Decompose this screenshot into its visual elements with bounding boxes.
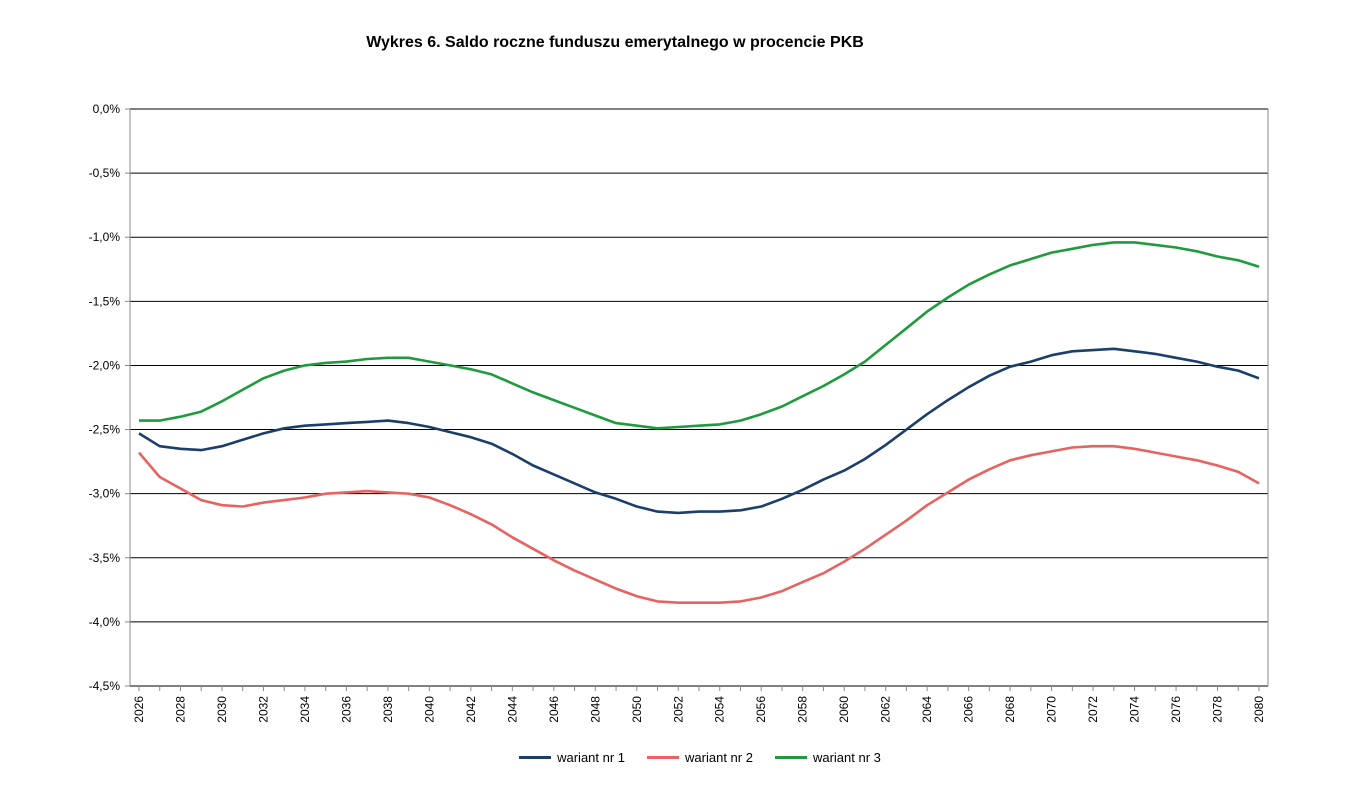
x-tick-label: 2048 [588, 696, 602, 723]
x-tick-label: 2066 [962, 696, 976, 723]
x-tick-label: 2054 [713, 696, 727, 723]
legend: wariant nr 1 wariant nr 2 wariant nr 3 [0, 750, 1354, 765]
x-tick-label: 2052 [671, 696, 685, 723]
legend-swatch [774, 756, 807, 759]
x-tick-label: 2046 [547, 696, 561, 723]
x-tick-label: 2032 [256, 696, 270, 723]
y-tick-label: -3,0% [89, 487, 121, 501]
legend-label: wariant nr 1 [557, 750, 626, 765]
x-tick-label: 2076 [1169, 696, 1183, 723]
legend-swatch [647, 756, 680, 759]
x-tick-label: 2042 [464, 696, 478, 723]
x-tick-label: 2060 [837, 696, 851, 723]
series-line-1 [138, 347, 1260, 515]
x-tick-label: 2026 [132, 696, 146, 723]
legend-item-2: wariant nr 2 [647, 750, 753, 765]
x-tick-label: 2068 [1003, 696, 1017, 723]
y-tick-label: 0,0% [93, 102, 121, 116]
x-tick-label: 2072 [1086, 696, 1100, 723]
x-tick-label: 2028 [173, 696, 187, 723]
series-line-2 [138, 444, 1260, 604]
x-tick-label: 2074 [1128, 696, 1142, 723]
x-tick-label: 2038 [381, 696, 395, 723]
y-tick-label: -2,5% [89, 423, 121, 437]
y-tick-label: -1,0% [89, 230, 121, 244]
y-tick-label: -3,5% [89, 551, 121, 565]
chart-title: Wykres 6. Saldo roczne funduszu emerytal… [366, 34, 864, 51]
legend-label: wariant nr 3 [812, 750, 881, 765]
x-tick-label: 2070 [1045, 696, 1059, 723]
x-tick-label: 2056 [754, 696, 768, 723]
x-tick-label: 2080 [1252, 696, 1266, 723]
x-tick-label: 2062 [879, 696, 893, 723]
x-tick-label: 2036 [339, 696, 353, 723]
y-tick-label: -4,5% [89, 679, 121, 693]
y-tick-label: -2,0% [89, 358, 121, 372]
x-tick-label: 2078 [1211, 696, 1225, 723]
x-tick-label: 2058 [796, 696, 810, 723]
legend-item-1: wariant nr 1 [519, 750, 625, 765]
legend-swatch [519, 756, 552, 759]
x-tick-label: 2040 [422, 696, 436, 723]
y-tick-label: -0,5% [89, 166, 121, 180]
x-tick-label: 2034 [298, 696, 312, 723]
legend-item-3: wariant nr 3 [774, 750, 881, 765]
y-tick-label: -1,5% [89, 294, 121, 308]
x-tick-label: 2064 [920, 696, 934, 723]
x-tick-label: 2050 [630, 696, 644, 723]
legend-label: wariant nr 2 [685, 750, 753, 765]
series-line-3 [139, 241, 1260, 430]
x-tick-label: 2044 [505, 696, 519, 723]
x-tick-label: 2030 [215, 696, 229, 723]
y-tick-label: -4,0% [89, 615, 121, 629]
